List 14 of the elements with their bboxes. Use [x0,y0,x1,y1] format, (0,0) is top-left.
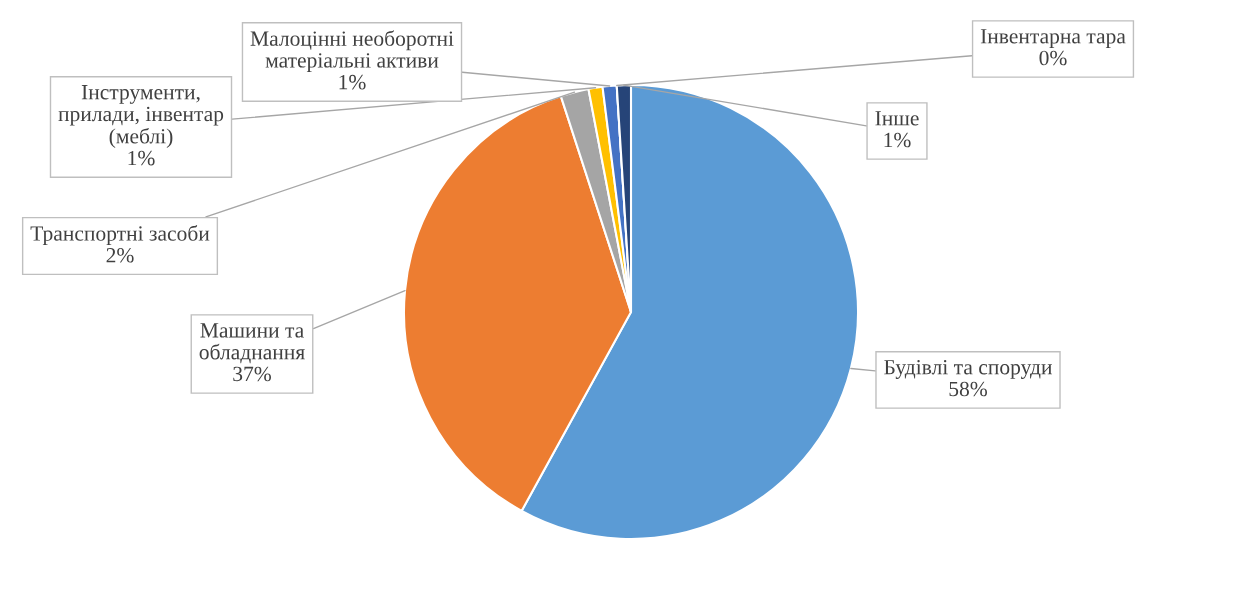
data-label: 1% [884,132,911,148]
slice-label: Будівлі та споруди [884,359,1052,379]
slice-label: Машини та обладнання [199,323,305,364]
slice-label: Інше [875,111,919,126]
data-label: 58% [949,381,987,397]
slice-label: Малоцінні необоротні матеріальні активи [250,30,454,72]
slice-label: Транспортні засоби [30,225,210,246]
text: 0% [1039,50,1067,66]
slice-label: Інструменти, прилади, інвентар (меблі) [58,85,224,148]
data-label: 1% [128,150,155,166]
data-label: 37% [233,366,271,382]
data-label: 2% [106,247,134,263]
data-label: 1% [339,74,366,90]
category-label: Інвентарна тара [980,29,1126,48]
